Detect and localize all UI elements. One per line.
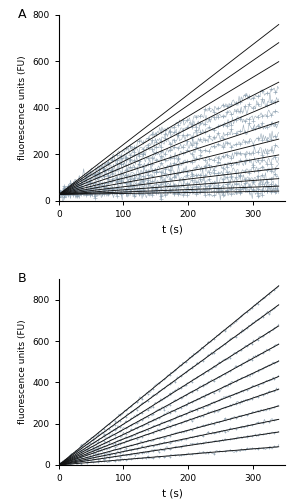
Y-axis label: fluorescence units (FU): fluorescence units (FU) [18, 320, 27, 424]
X-axis label: t (s): t (s) [161, 488, 183, 498]
Y-axis label: fluorescence units (FU): fluorescence units (FU) [18, 56, 27, 160]
X-axis label: t (s): t (s) [161, 224, 183, 234]
Text: B: B [18, 272, 27, 284]
Text: A: A [18, 8, 26, 20]
